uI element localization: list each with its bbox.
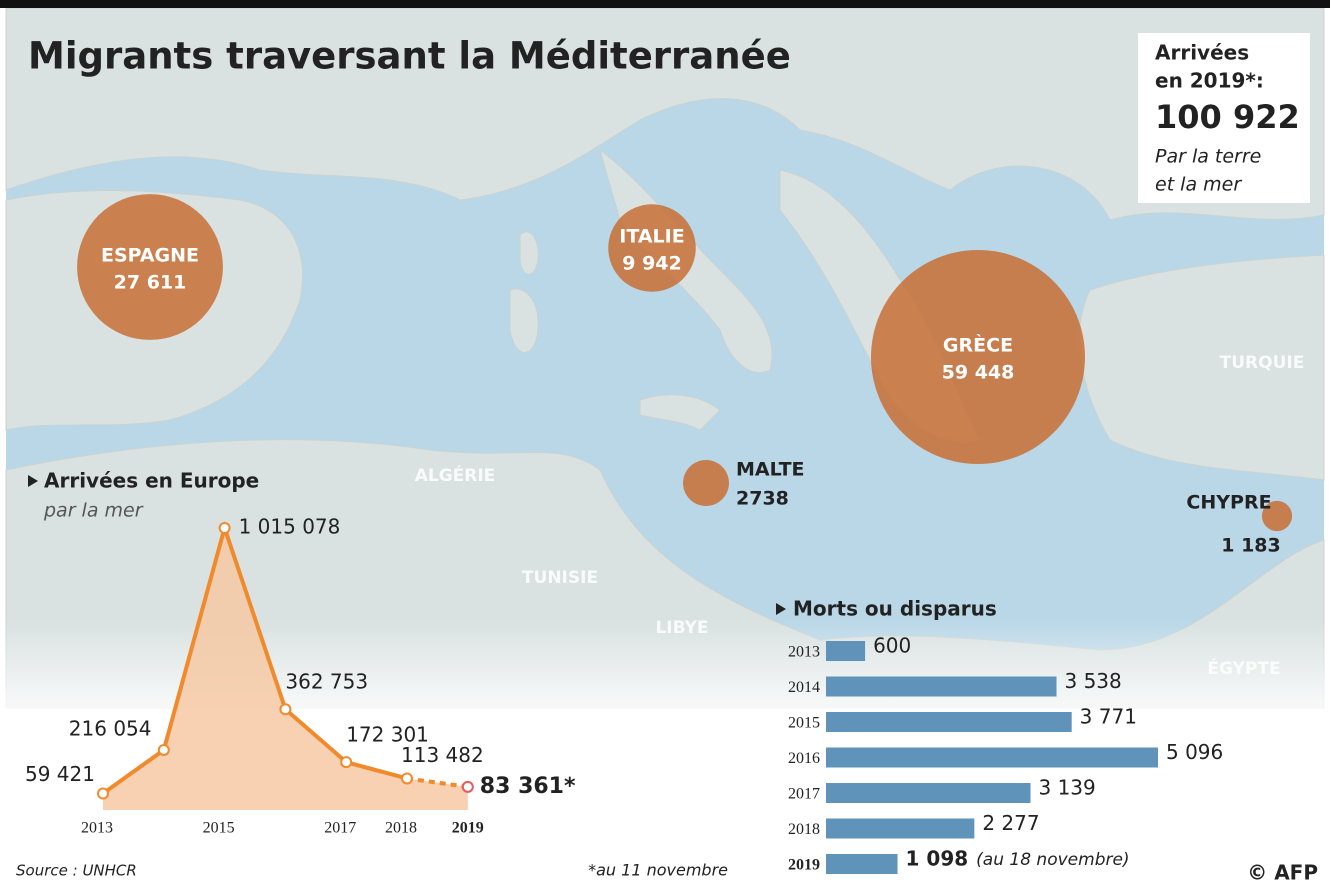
bubble	[871, 250, 1085, 464]
line-title: Arrivées en Europe	[44, 469, 259, 493]
footnote: *au 11 novembre	[588, 861, 728, 880]
value-label: 113 482	[401, 743, 484, 767]
value-label: 3 538	[1064, 669, 1121, 693]
bubble-value: 1 183	[1221, 535, 1281, 557]
summary-box: Arrivées en 2019*: 100 922 Par la terre …	[1138, 33, 1310, 203]
x-tick-label: 2013	[81, 820, 113, 837]
y-tick-label: 2014	[788, 679, 820, 696]
y-tick-label: 2013	[788, 644, 820, 661]
x-tick-label: 2019	[452, 820, 484, 837]
value-label: 83 361*	[480, 774, 576, 799]
infographic: Migrants traversant la Méditerranée ALGÉ…	[0, 0, 1330, 888]
map-label: ÉGYPTE	[1207, 657, 1280, 679]
map-label: TURQUIE	[1220, 353, 1305, 373]
value-label: 2 277	[982, 811, 1039, 835]
point	[402, 773, 412, 783]
y-tick-label: 2018	[788, 821, 820, 838]
point	[280, 704, 290, 714]
value-label: 3 771	[1080, 705, 1137, 729]
value-label: 216 054	[69, 716, 152, 740]
map-label: TUNISIE	[522, 568, 598, 588]
line-subtitle: par la mer	[43, 500, 144, 522]
value-label: 3 139	[1039, 776, 1096, 800]
map-label: LIBYE	[655, 618, 708, 638]
point	[98, 788, 108, 798]
value-label: 59 421	[25, 762, 95, 786]
summary-note: Par la terre	[1155, 146, 1261, 168]
value-label: 362 753	[285, 670, 368, 694]
bubble-value: 59 448	[942, 362, 1015, 384]
point	[159, 745, 169, 755]
bar	[826, 677, 1056, 697]
y-tick-label: 2015	[788, 715, 820, 732]
bubble-value: 2738	[736, 488, 789, 510]
bar-title: Morts ou disparus	[793, 597, 997, 621]
credit: © AFP	[1247, 861, 1318, 885]
bubble-label: CHYPRE	[1186, 492, 1271, 514]
bubble-label: ESPAGNE	[101, 245, 199, 267]
bar	[826, 641, 865, 661]
point	[220, 523, 230, 533]
value-label: 1 015 078	[239, 515, 341, 539]
bar	[826, 854, 898, 874]
top-rule	[0, 0, 1330, 8]
value-label: 5 096	[1166, 740, 1223, 764]
bubble	[608, 204, 696, 292]
value-label: 1 098	[906, 847, 969, 871]
point	[341, 757, 351, 767]
bubble-value: 27 611	[114, 272, 187, 294]
x-tick-label: 2017	[324, 820, 356, 837]
value-label: 600	[873, 634, 911, 658]
bar	[826, 748, 1158, 768]
bubble	[683, 460, 729, 506]
bubble-label: ITALIE	[619, 226, 684, 248]
map-label: ALGÉRIE	[415, 464, 496, 486]
bar	[826, 712, 1072, 732]
bar	[826, 783, 1031, 803]
y-tick-label: 2016	[788, 750, 820, 767]
bar-note: (au 18 novembre)	[976, 850, 1129, 870]
bubble-label: MALTE	[736, 459, 805, 481]
summary-value: 100 922	[1155, 98, 1300, 136]
x-tick-label: 2018	[385, 820, 417, 837]
summary-heading: en 2019*:	[1155, 69, 1264, 93]
bubble-value: 9 942	[622, 253, 682, 275]
bubble	[77, 194, 223, 340]
bubble-label: GRÈCE	[943, 334, 1013, 357]
bar	[826, 819, 974, 839]
summary-note: et la mer	[1155, 174, 1242, 196]
title: Migrants traversant la Méditerranée	[28, 35, 791, 78]
source: Source : UNHCR	[16, 862, 137, 880]
y-tick-label: 2019	[788, 857, 820, 874]
x-tick-label: 2015	[203, 820, 235, 837]
point	[463, 782, 473, 792]
y-tick-label: 2017	[788, 786, 820, 803]
summary-heading: Arrivées	[1155, 41, 1249, 65]
